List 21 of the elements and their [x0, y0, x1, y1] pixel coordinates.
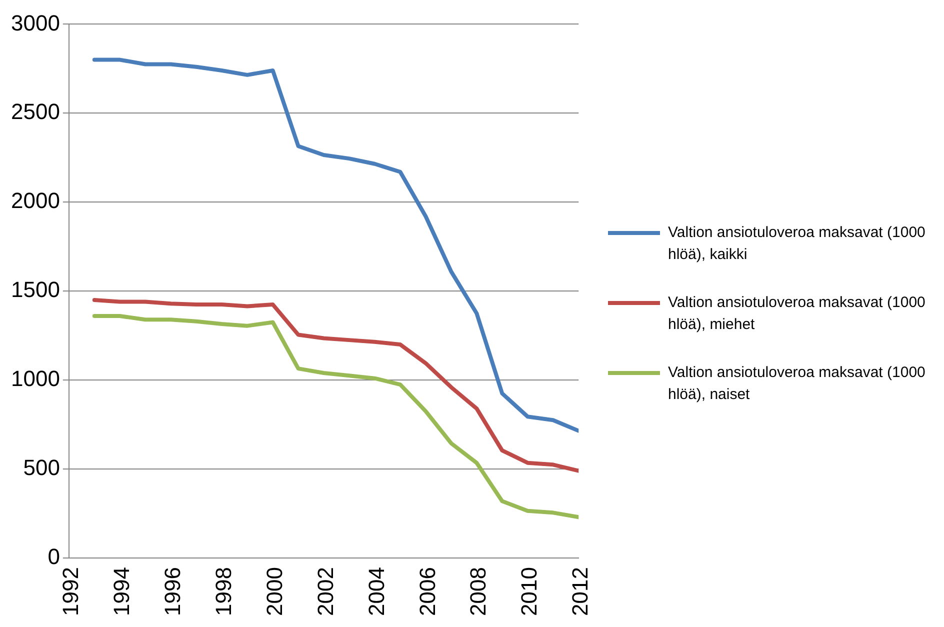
y-tick-label: 1500	[10, 277, 60, 302]
y-tick-label: 3000	[10, 10, 60, 36]
x-tick-label: 2000	[262, 567, 287, 616]
y-tick-label: 1000	[10, 366, 60, 392]
x-tick-label: 1996	[160, 567, 185, 616]
y-tick-label: 2000	[10, 188, 60, 214]
y-tick-label: 0	[48, 544, 60, 570]
y-tick-label: 500	[23, 455, 60, 480]
legend-label: Valtion ansiotuloveroa maksavat (1000 hlöä), naiset	[668, 362, 926, 404]
x-tick-label: 1992	[58, 567, 84, 616]
x-tick-label: 2010	[516, 567, 542, 616]
x-tick-label: 2012	[568, 567, 593, 616]
x-tick-label: 2008	[466, 567, 491, 616]
x-tick-label: 1998	[210, 567, 236, 616]
x-tick-label: 2002	[312, 567, 338, 616]
x-tick-label: 2004	[364, 567, 389, 616]
y-tick-label: 2500	[10, 99, 60, 124]
legend-label: Valtion ansiotuloveroa maksavat (1000 hlöä), miehet	[668, 292, 926, 334]
x-tick-label: 1994	[108, 567, 134, 616]
legend-label: Valtion ansiotuloveroa maksavat (1000 hlöä), kaikki	[668, 222, 926, 264]
x-tick-label: 2006	[414, 567, 440, 616]
